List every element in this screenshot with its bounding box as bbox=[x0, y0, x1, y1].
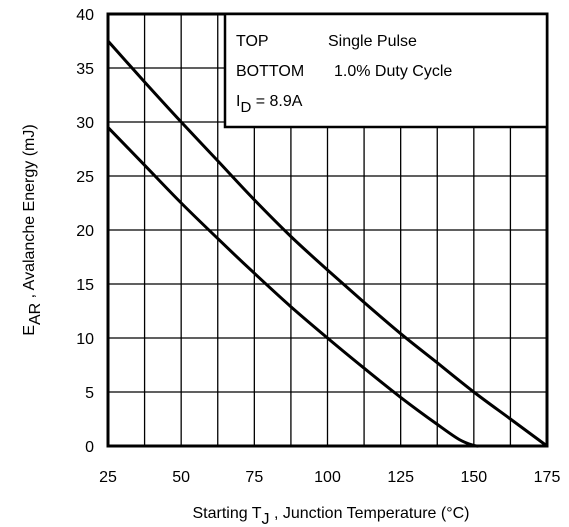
legend-condition: ID = 8.9A bbox=[236, 93, 303, 116]
x-tick-label: 25 bbox=[99, 469, 117, 486]
x-tick-label: 75 bbox=[245, 469, 263, 486]
y-tick-label: 10 bbox=[76, 331, 94, 348]
legend-bottom-value: 1.0% Duty Cycle bbox=[334, 63, 452, 80]
y-axis-title-sub: AR bbox=[27, 303, 44, 325]
x-tick-label: 150 bbox=[460, 469, 487, 486]
legend-condition-suffix: = 8.9A bbox=[251, 93, 302, 110]
legend: TOP Single Pulse BOTTOM 1.0% Duty Cycle … bbox=[223, 12, 549, 129]
legend-top-value: Single Pulse bbox=[328, 33, 417, 50]
legend-bottom-label: BOTTOM bbox=[236, 63, 304, 80]
legend-condition-prefix: I bbox=[236, 93, 240, 110]
series-line-single-pulse bbox=[106, 39, 548, 448]
y-tick-label: 40 bbox=[76, 7, 94, 24]
x-tick-label: 125 bbox=[387, 469, 414, 486]
y-axis-title: EAR , Avalanche Energy (mJ) bbox=[21, 124, 44, 335]
y-tick-label: 15 bbox=[76, 277, 94, 294]
x-tick-labels: 25 50 75 100 125 150 175 bbox=[99, 469, 560, 486]
x-tick-label: 50 bbox=[172, 469, 190, 486]
y-axis-title-prefix: E bbox=[21, 325, 38, 336]
x-tick-label: 175 bbox=[534, 469, 561, 486]
y-tick-label: 30 bbox=[76, 115, 94, 132]
y-tick-label: 0 bbox=[85, 439, 94, 456]
y-tick-label: 35 bbox=[76, 61, 94, 78]
y-tick-labels: 0 5 10 15 20 25 30 35 40 bbox=[76, 7, 94, 456]
x-axis-title: Starting TJ , Junction Temperature (°C) bbox=[192, 505, 469, 527]
x-tick-label: 100 bbox=[314, 469, 341, 486]
legend-condition-sub: D bbox=[240, 99, 251, 116]
y-axis-title-suffix: , Avalanche Energy (mJ) bbox=[21, 124, 38, 302]
series-layer bbox=[106, 39, 548, 448]
y-tick-label: 25 bbox=[76, 169, 94, 186]
x-axis-title-suffix: , Junction Temperature (°C) bbox=[270, 505, 470, 522]
y-tick-label: 20 bbox=[76, 223, 94, 240]
y-tick-label: 5 bbox=[85, 385, 94, 402]
series-line-duty-cycle bbox=[106, 126, 480, 448]
x-axis-title-prefix: Starting T bbox=[192, 505, 261, 522]
legend-box bbox=[223, 12, 549, 129]
x-axis-title-sub: J bbox=[262, 511, 270, 527]
legend-top-label: TOP bbox=[236, 33, 269, 50]
